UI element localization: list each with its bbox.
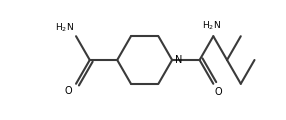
Text: O: O (64, 86, 72, 96)
Text: N: N (175, 55, 182, 65)
Text: H$_2$N: H$_2$N (55, 21, 74, 34)
Text: H$_2$N: H$_2$N (202, 20, 221, 32)
Text: O: O (215, 87, 223, 97)
